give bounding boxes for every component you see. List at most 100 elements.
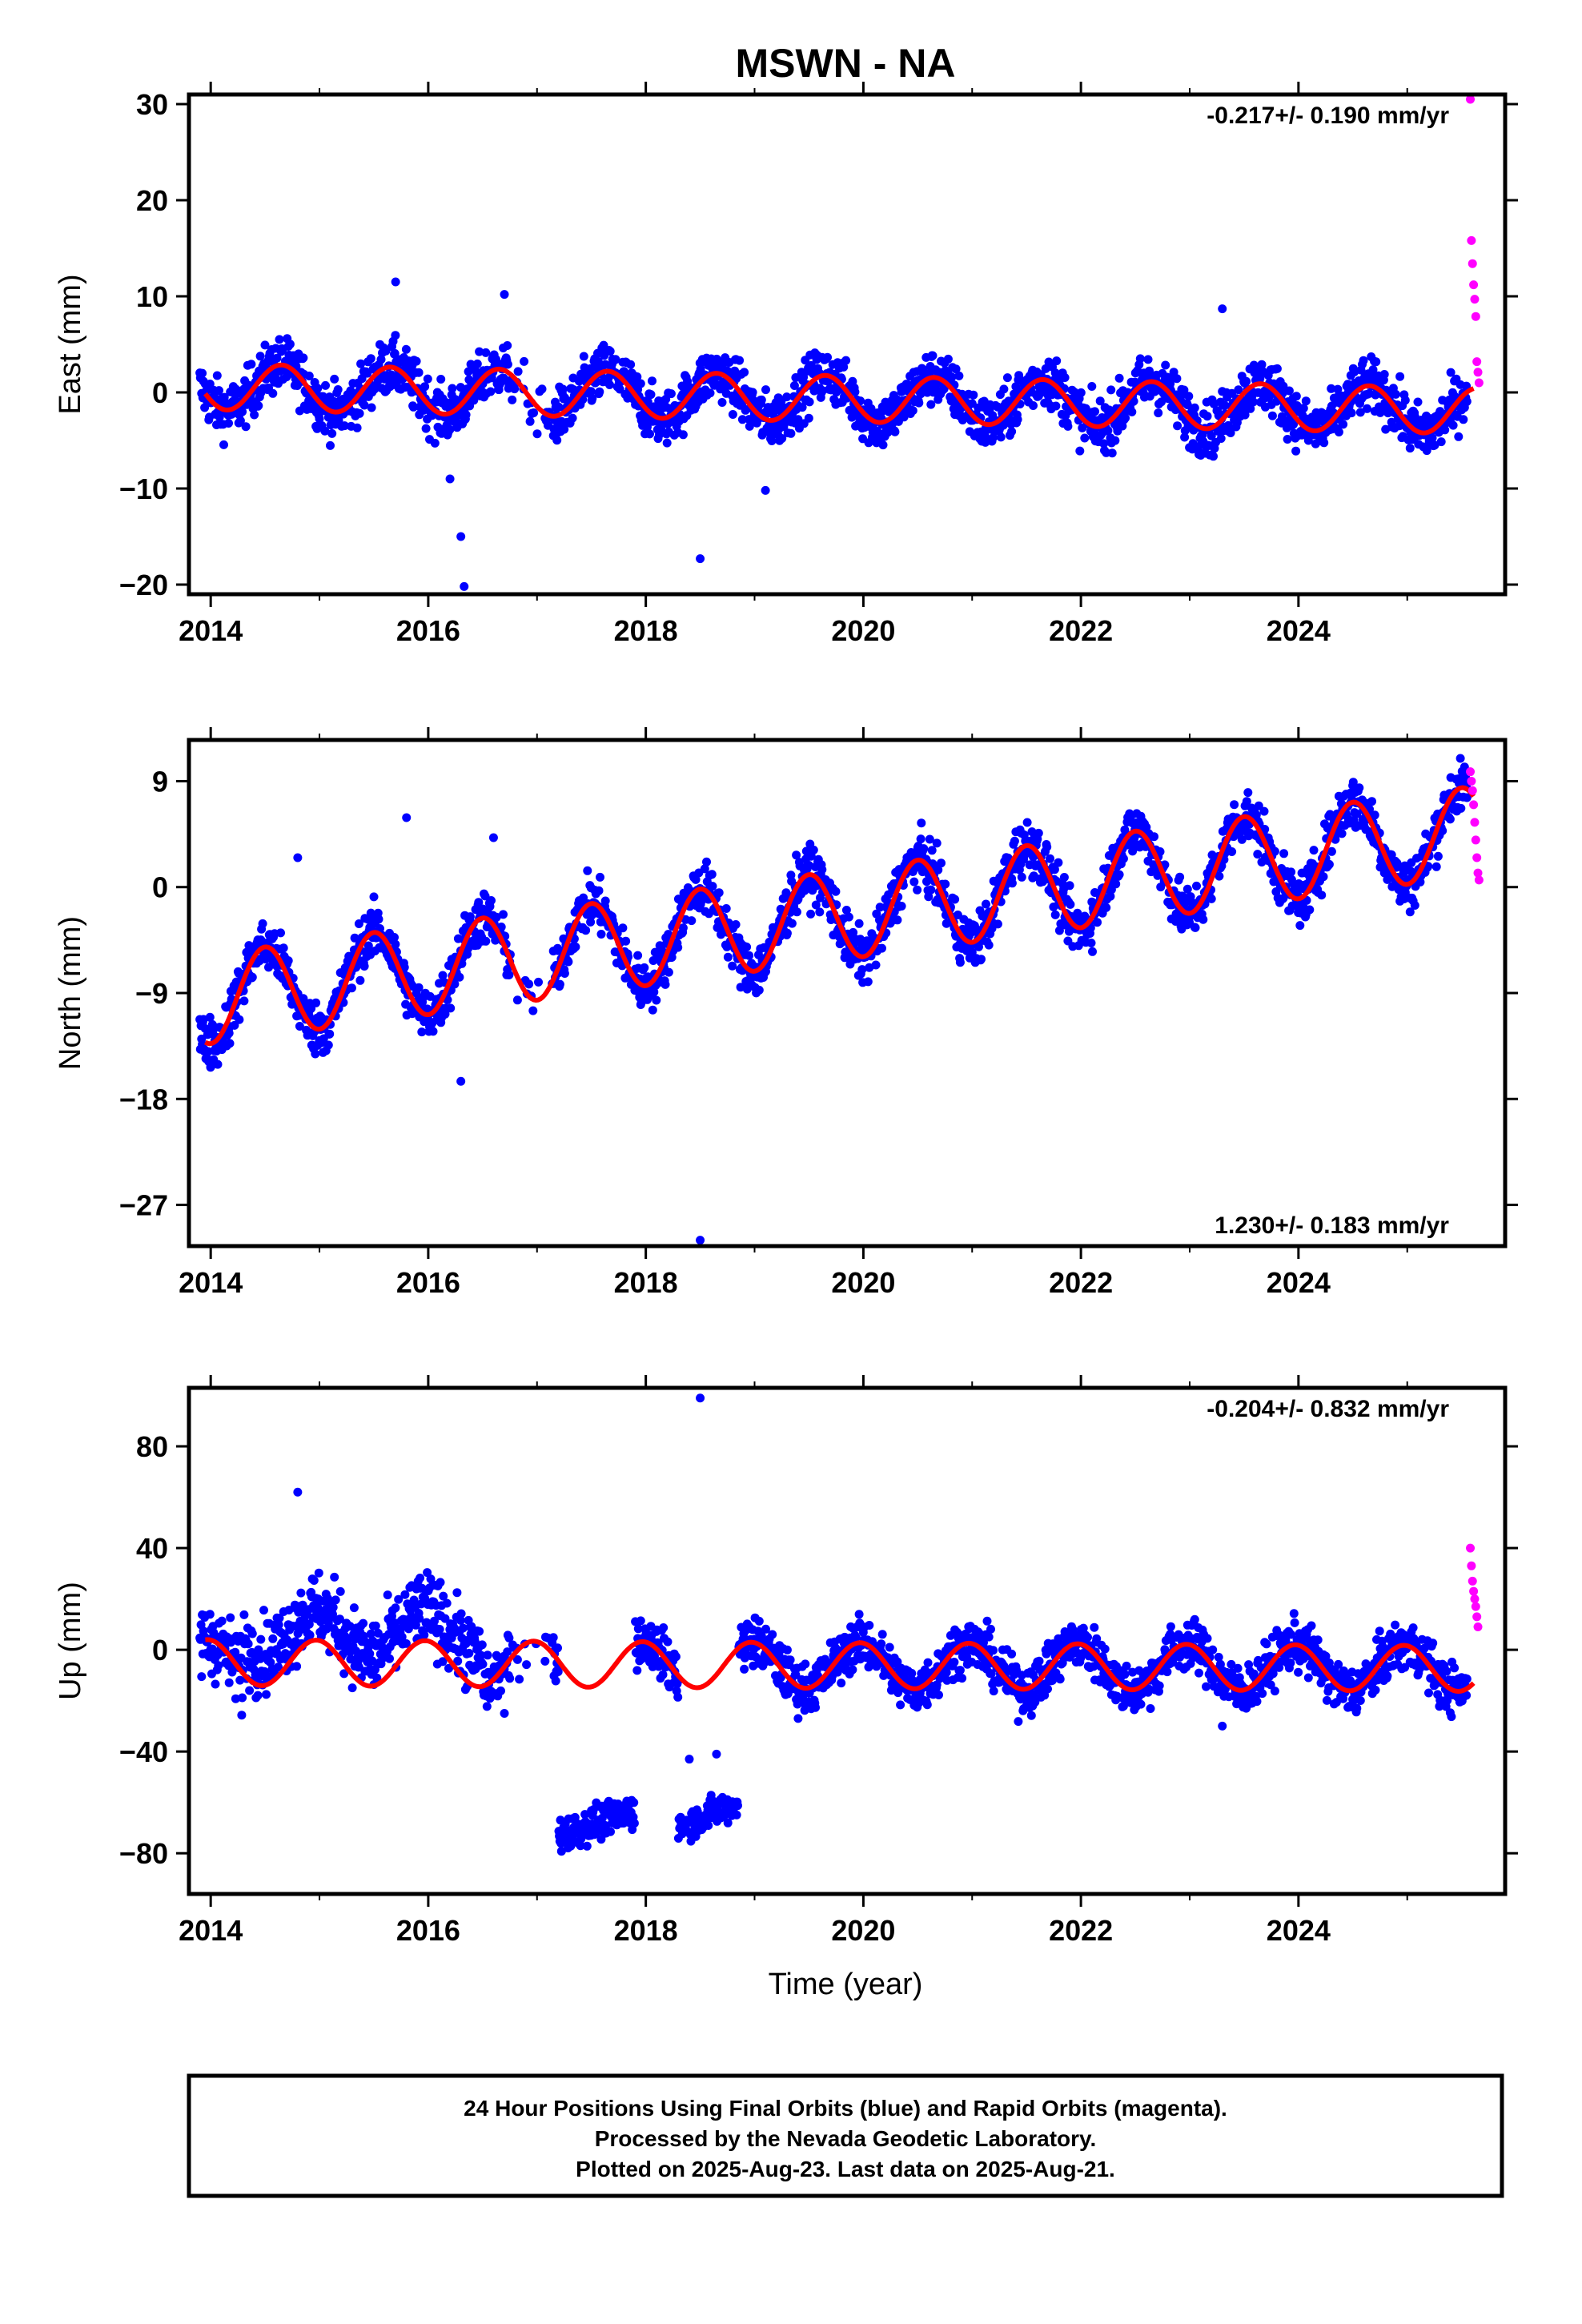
final-orbit-point [560, 424, 569, 434]
final-orbit-point [487, 896, 496, 905]
final-orbit-point [520, 356, 529, 366]
final-orbit-point [245, 1686, 255, 1695]
final-orbit-point [605, 380, 614, 389]
final-orbit-point [785, 1655, 795, 1665]
final-orbit-point [295, 1022, 304, 1031]
east-panel: 2014 2016 2018 2020 2022 20243020100−10−20Eas… [54, 82, 1518, 647]
final-orbit-point [913, 885, 922, 895]
outlier-point [488, 833, 498, 842]
final-orbit-point [636, 379, 645, 388]
final-orbit-point [857, 965, 867, 975]
final-orbit-point [996, 432, 1006, 442]
final-orbit-point [239, 1610, 249, 1619]
final-orbit-point [475, 347, 484, 356]
final-orbit-point [481, 936, 491, 946]
final-orbit-point [328, 1602, 338, 1612]
final-orbit-point [372, 1673, 382, 1683]
final-orbit-point [247, 972, 257, 982]
final-orbit-point [1060, 373, 1070, 382]
final-orbit-point [268, 388, 278, 398]
final-orbit-point [202, 386, 211, 396]
final-orbit-point [661, 979, 670, 989]
final-orbit-point [1088, 947, 1097, 956]
final-orbit-point [1433, 851, 1443, 861]
final-orbit-point [238, 407, 247, 416]
final-orbit-point [863, 977, 873, 987]
final-orbit-point [568, 413, 577, 423]
final-orbit-point [664, 967, 673, 977]
final-orbit-point [890, 427, 900, 436]
final-orbit-point [416, 1574, 425, 1582]
final-orbits-series [195, 277, 1472, 591]
final-orbit-point [618, 923, 628, 933]
final-orbit-point [914, 398, 924, 408]
final-orbit-point [789, 381, 799, 390]
final-orbit-point [1095, 396, 1105, 406]
rapid-orbit-point [1472, 357, 1482, 367]
final-orbit-point [969, 390, 978, 400]
y-axis-label: North (mm) [54, 916, 87, 1070]
final-orbit-point [737, 415, 747, 424]
final-orbit-point [254, 401, 263, 411]
final-orbit-point [909, 877, 919, 887]
final-orbit-point [1370, 810, 1379, 820]
final-orbit-point [339, 421, 349, 431]
final-orbit-point [663, 1637, 673, 1647]
final-orbit-point [1207, 894, 1216, 903]
final-orbit-point [239, 996, 249, 1006]
model-fit-line [204, 785, 1476, 1047]
final-orbit-point [702, 857, 711, 866]
final-orbit-point [394, 1594, 404, 1604]
final-orbit-point [335, 1614, 344, 1624]
final-orbit-point [875, 903, 885, 912]
final-orbit-point [313, 384, 323, 393]
x-tick-label: 2016 [396, 1266, 460, 1299]
final-orbit-point [579, 352, 588, 361]
final-orbit-point [258, 919, 267, 928]
final-orbit-point [359, 1618, 368, 1628]
final-orbit-point [1272, 364, 1282, 373]
final-orbit-point [1114, 870, 1124, 879]
final-orbit-point [1355, 408, 1365, 417]
final-orbit-point [1405, 444, 1415, 453]
final-orbit-point [363, 941, 373, 951]
final-orbit-point [658, 1670, 668, 1679]
final-orbit-point [1161, 360, 1170, 370]
final-orbit-point [371, 1621, 380, 1630]
x-tick-label: 2024 [1267, 1266, 1331, 1299]
final-orbit-point [417, 1027, 427, 1037]
final-orbit-point [1052, 356, 1062, 366]
outlier-point [696, 554, 705, 564]
final-orbit-point [452, 1588, 462, 1598]
final-orbit-point [212, 371, 222, 380]
final-orbit-point [652, 995, 661, 1005]
final-orbit-point [478, 1659, 488, 1669]
final-orbit-point [757, 395, 766, 404]
final-orbit-point [385, 1654, 394, 1663]
final-orbit-point [1090, 407, 1099, 416]
final-orbit-point [456, 383, 465, 392]
final-orbit-point [721, 904, 731, 913]
final-orbit-point [596, 930, 606, 939]
final-orbit-point [214, 1661, 223, 1671]
final-orbit-point [1184, 392, 1194, 401]
final-orbit-point [508, 395, 517, 404]
y-tick-label: 20 [136, 184, 168, 217]
final-orbit-point [401, 344, 411, 354]
final-orbit-point [1333, 384, 1343, 394]
final-orbit-point [1249, 397, 1258, 407]
final-orbit-point [984, 940, 994, 950]
y-tick-label: −20 [119, 569, 168, 601]
final-orbit-point [475, 1626, 484, 1636]
final-orbit-point [1446, 368, 1456, 377]
final-orbit-point [314, 1568, 323, 1578]
final-orbit-point [1022, 818, 1032, 827]
plot-area [195, 277, 1475, 591]
final-orbit-point [1259, 806, 1269, 816]
final-orbit-point [279, 943, 288, 953]
y-tick-label: −27 [119, 1189, 168, 1222]
final-orbit-point [558, 384, 568, 394]
final-orbit-point [1099, 439, 1109, 448]
final-orbit-point [503, 1647, 512, 1657]
